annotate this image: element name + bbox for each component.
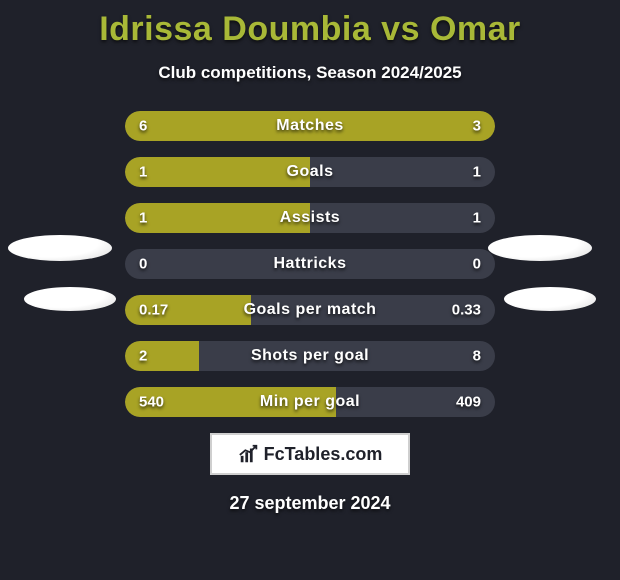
stat-row: 0.17Goals per match0.33 bbox=[125, 295, 495, 325]
stat-row: 1Goals1 bbox=[125, 157, 495, 187]
stat-value-right: 1 bbox=[473, 164, 481, 181]
stat-label: Assists bbox=[125, 209, 495, 227]
date-text: 27 september 2024 bbox=[0, 493, 620, 514]
stat-row: 1Assists1 bbox=[125, 203, 495, 233]
stat-label: Matches bbox=[125, 117, 495, 135]
stat-label: Goals bbox=[125, 163, 495, 181]
stat-value-right: 1 bbox=[473, 210, 481, 227]
stats-container: 6Matches31Goals11Assists10Hattricks00.17… bbox=[125, 111, 495, 417]
stat-row: 2Shots per goal8 bbox=[125, 341, 495, 371]
branding-text: FcTables.com bbox=[264, 444, 383, 465]
stat-label: Goals per match bbox=[125, 301, 495, 319]
stat-row: 6Matches3 bbox=[125, 111, 495, 141]
stat-value-right: 0.33 bbox=[452, 302, 481, 319]
team-logo-left-2 bbox=[24, 287, 116, 311]
team-logo-right-2 bbox=[504, 287, 596, 311]
stat-value-right: 8 bbox=[473, 348, 481, 365]
stat-label: Min per goal bbox=[125, 393, 495, 411]
branding-badge[interactable]: FcTables.com bbox=[210, 433, 410, 475]
team-logo-left-1 bbox=[8, 235, 112, 261]
subtitle: Club competitions, Season 2024/2025 bbox=[0, 63, 620, 83]
stat-row: 0Hattricks0 bbox=[125, 249, 495, 279]
stat-row: 540Min per goal409 bbox=[125, 387, 495, 417]
stat-value-right: 0 bbox=[473, 256, 481, 273]
stat-label: Hattricks bbox=[125, 255, 495, 273]
stat-value-right: 3 bbox=[473, 118, 481, 135]
page-title: Idrissa Doumbia vs Omar bbox=[0, 0, 620, 49]
content-area: 6Matches31Goals11Assists10Hattricks00.17… bbox=[0, 111, 620, 514]
team-logo-right-1 bbox=[488, 235, 592, 261]
chart-icon bbox=[238, 443, 260, 465]
stat-label: Shots per goal bbox=[125, 347, 495, 365]
stat-value-right: 409 bbox=[456, 394, 481, 411]
